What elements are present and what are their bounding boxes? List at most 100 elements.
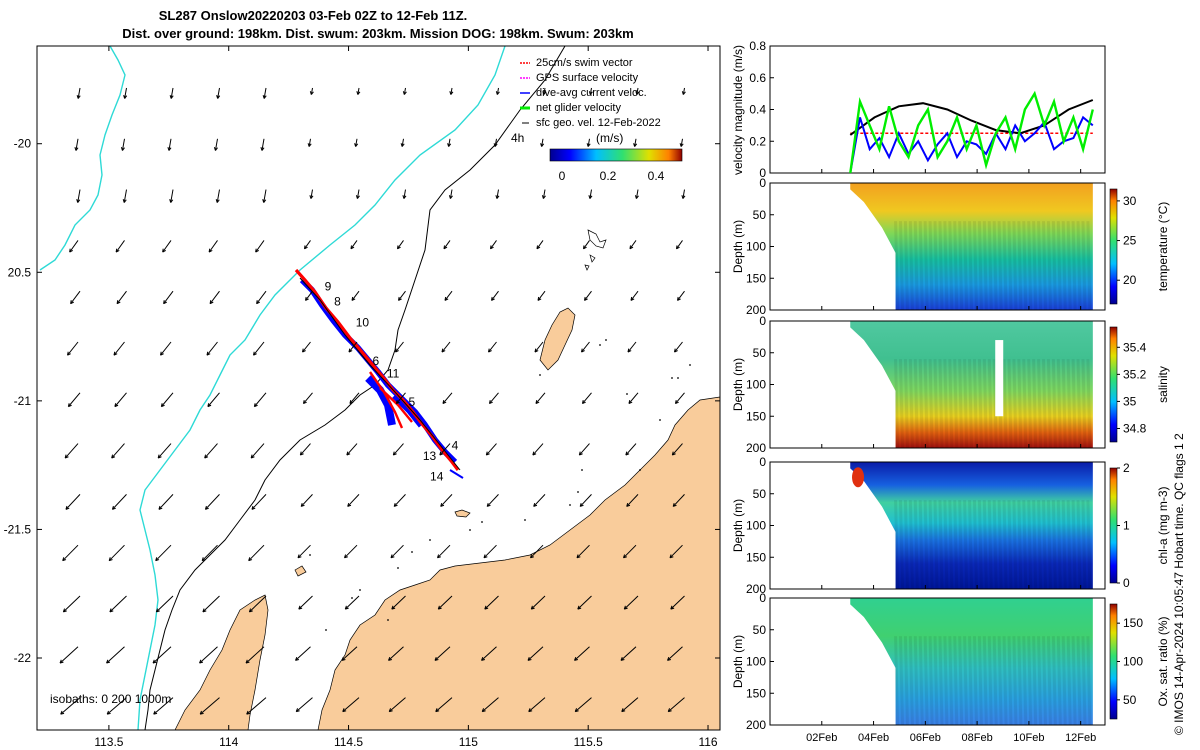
section-streak xyxy=(1022,359,1028,449)
velocity-arrow xyxy=(402,189,407,199)
velocity-arrow xyxy=(106,646,125,664)
velocity-arrow xyxy=(540,138,545,147)
section-ytick-label: 50 xyxy=(753,623,767,637)
velocity-ylabel: velocity magnitude (m/s) xyxy=(731,45,745,175)
colorbar-tick-label: 150 xyxy=(1123,616,1143,630)
time-tick-label: 06Feb xyxy=(910,732,941,744)
velocity-arrow xyxy=(298,595,313,610)
velocity-arrow xyxy=(74,138,79,151)
map-ticks: 113.5 114 114.5 115 115.5 116-2020.5-21-21.5-… xyxy=(4,46,720,749)
velocity-arrow xyxy=(67,341,79,356)
velocity-arrow xyxy=(106,697,127,715)
velocity-arrow xyxy=(62,595,81,613)
velocity-arrow xyxy=(443,240,451,250)
velocity-arrow xyxy=(344,544,358,559)
section-streak xyxy=(1027,221,1033,311)
section-streak xyxy=(1042,636,1048,726)
velocity-arrow xyxy=(297,544,311,559)
section-streak xyxy=(1027,500,1033,590)
section-streak xyxy=(982,500,988,590)
colorbar-tick-label: 0 xyxy=(1123,576,1130,590)
section-streak xyxy=(1037,500,1043,590)
mainland xyxy=(317,396,720,730)
velocity-arrow xyxy=(250,443,265,459)
velocity-arrow xyxy=(123,87,128,99)
track-label: 4 xyxy=(452,439,459,453)
section-streak xyxy=(987,359,993,449)
section-streak xyxy=(1081,636,1087,726)
velocity-arrow xyxy=(113,341,125,356)
section-panel-1: 0 50 100 150 200 Depth (m) 30 25 20 temperature (… xyxy=(731,176,1170,317)
track-label: 5 xyxy=(408,395,415,409)
section-streak xyxy=(898,500,904,590)
velocity-arrow xyxy=(530,544,544,559)
velocity-arrow xyxy=(574,697,592,713)
section-streak xyxy=(1017,500,1023,590)
velocity-arrow xyxy=(620,646,637,661)
velocity-arrow xyxy=(542,87,547,95)
velocity-arrow xyxy=(675,240,683,250)
section-ytick-label: 0 xyxy=(759,176,766,190)
map-ytick-label: -20 xyxy=(14,137,32,151)
velocity-series-dive-avg xyxy=(849,115,1094,174)
section-streak xyxy=(918,221,924,311)
section-streak xyxy=(923,500,929,590)
section-ytick-label: 200 xyxy=(746,441,766,455)
velocity-arrow xyxy=(578,443,590,456)
velocity-arrow xyxy=(625,443,637,456)
velocity-series-net-glider xyxy=(849,90,1094,174)
section-streak xyxy=(898,636,904,726)
section-streak xyxy=(997,636,1003,726)
velocity-arrow xyxy=(160,341,172,356)
velocity-arrow xyxy=(300,494,313,507)
velocity-arrow xyxy=(213,138,218,151)
section-streak xyxy=(972,359,978,449)
section-streak xyxy=(923,359,929,449)
velocity-arrow xyxy=(495,87,500,95)
velocity-arrow xyxy=(111,494,127,510)
velocity-panel: 0 0.2 0.4 0.6 0.8 velocity magnitude (m/s) xyxy=(731,39,1106,180)
velocity-arrow xyxy=(262,189,267,203)
section-streak xyxy=(972,221,978,311)
legend-sfc-geo: sfc geo. vel. 12-Feb-2022 xyxy=(536,117,661,129)
velocity-arrow xyxy=(70,290,81,305)
velocity-arrow xyxy=(489,240,497,250)
section-streak xyxy=(903,636,909,726)
track-label: 10 xyxy=(356,315,370,329)
section-ytick-label: 50 xyxy=(753,487,767,501)
velocity-arrow xyxy=(667,697,685,713)
section-streak xyxy=(1032,221,1038,311)
section-streak xyxy=(1081,221,1087,311)
map-xtick-label: 113.5 xyxy=(94,735,123,749)
chl-surface-peak xyxy=(852,467,865,488)
velocity-arrow xyxy=(355,189,360,199)
section-streak xyxy=(933,500,939,590)
section-streak xyxy=(972,636,978,726)
section-streak xyxy=(918,636,924,726)
velocity-arrow xyxy=(349,392,360,405)
section-colorbar xyxy=(1109,188,1118,305)
section-streak xyxy=(943,500,949,590)
velocity-arrow xyxy=(309,87,314,95)
colorbar-tick-label: 20 xyxy=(1123,273,1137,287)
section-ytick-label: 0 xyxy=(759,591,766,605)
velocity-arrow xyxy=(295,697,313,713)
section-streak xyxy=(958,359,964,449)
track-label: 6 xyxy=(373,354,380,368)
section-streak xyxy=(1002,636,1008,726)
section-streak xyxy=(943,359,949,449)
velocity-arrow xyxy=(388,646,404,661)
figure-title: SL287 Onslow20220203 03-Feb 02Z to 12-Fe… xyxy=(159,8,468,23)
section-streak xyxy=(1086,636,1092,726)
velocity-arrow xyxy=(350,240,358,250)
time-tick-label: 12Feb xyxy=(1065,732,1096,744)
velocity-arrow xyxy=(484,595,499,610)
time-axis-ticks: 02Feb 04Feb 06Feb 08Feb 10Feb 12Feb xyxy=(806,169,1096,744)
section-streak xyxy=(1066,359,1072,449)
velocity-arrow xyxy=(351,290,360,301)
section-streak xyxy=(1076,359,1082,449)
section-streak xyxy=(908,500,914,590)
map-xtick-label: 115 xyxy=(459,735,478,749)
section-streak xyxy=(968,636,974,726)
velocity-arrow xyxy=(157,443,172,459)
